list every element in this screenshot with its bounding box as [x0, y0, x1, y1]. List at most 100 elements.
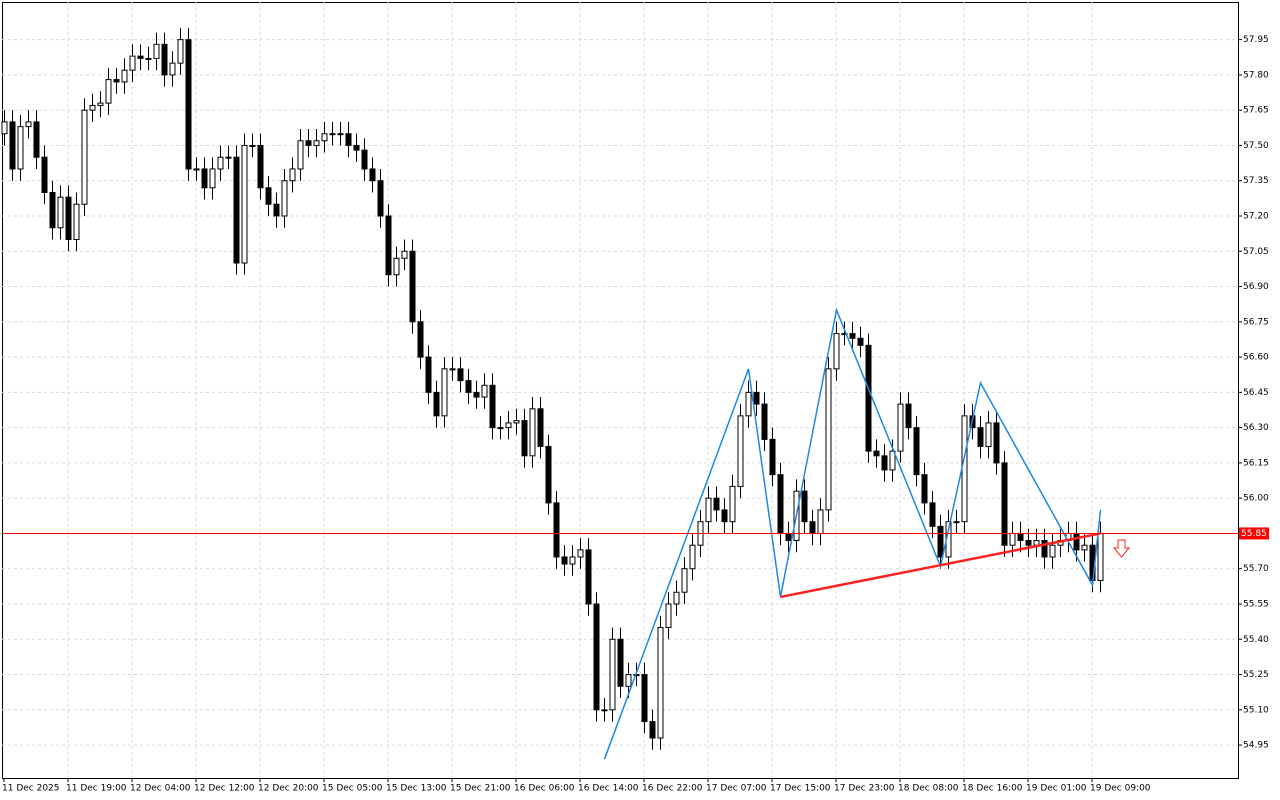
candle-body [377, 180, 384, 217]
candle-body [25, 121, 32, 128]
candle-body [137, 55, 144, 59]
candle-body [433, 391, 440, 417]
candle-body [761, 403, 768, 440]
candle-body [1001, 462, 1008, 546]
candle-body [209, 168, 216, 189]
y-tick-label: 54.95 [1243, 741, 1269, 751]
y-tick-label: 55.70 [1243, 564, 1269, 574]
y-tick-label: 57.05 [1243, 247, 1269, 257]
candle-body [129, 55, 136, 71]
candle-body [369, 168, 376, 182]
y-tick-label: 56.90 [1243, 282, 1269, 292]
candle-body [713, 497, 720, 511]
candle-body [169, 62, 176, 76]
x-tick-label: 15 Dec 13:00 [386, 784, 447, 794]
candle-body [409, 250, 416, 323]
candle-body [585, 549, 592, 605]
x-tick-label: 15 Dec 05:00 [322, 784, 383, 794]
price-label: 55.85 [1241, 529, 1267, 539]
candle-body [33, 121, 40, 158]
candle-body [465, 380, 472, 393]
candle-body [529, 408, 536, 457]
y-tick-label: 56.60 [1243, 353, 1269, 363]
candle-body [385, 215, 392, 276]
candle-body [225, 156, 232, 159]
candle-body [345, 133, 352, 146]
candle-body [1073, 532, 1080, 551]
candle-body [313, 140, 320, 146]
candle-body [673, 591, 680, 605]
candle-body [897, 403, 904, 452]
candle-body [777, 474, 784, 534]
y-tick-label: 57.20 [1243, 211, 1269, 221]
candle-body [657, 627, 664, 739]
candle-body [497, 427, 504, 430]
candle-body [489, 384, 496, 429]
candle-body [201, 168, 208, 189]
candle-body [593, 603, 600, 711]
x-tick-label: 17 Dec 23:00 [834, 784, 895, 794]
candle-body [257, 144, 264, 189]
candle-body [41, 156, 48, 193]
candle-body [705, 497, 712, 523]
candle-body [337, 133, 344, 136]
candle-body [737, 415, 744, 487]
y-tick-label: 57.65 [1243, 106, 1269, 116]
candle-body [121, 69, 128, 83]
candle-body [521, 420, 528, 457]
candle-body [857, 337, 864, 346]
x-tick-label: 17 Dec 15:00 [770, 784, 831, 794]
candle-body [161, 43, 168, 76]
axes: 54.95 55.10 55.25 55.40 55.55 55.70 55.85 56.00… [2, 35, 1269, 793]
candle-body [65, 196, 72, 241]
candle-body [473, 391, 480, 398]
candle-body [105, 79, 112, 104]
candle-body [545, 445, 552, 504]
candle-body [273, 203, 280, 217]
candle-body [17, 126, 24, 170]
candle-body [1081, 544, 1088, 551]
candle-body [305, 140, 312, 146]
candle-body [985, 422, 992, 447]
x-tick-label: 12 Dec 12:00 [194, 784, 255, 794]
candle-body [1033, 539, 1040, 546]
y-tick-label: 55.55 [1243, 599, 1269, 609]
candle-body [649, 721, 656, 739]
candle-body [769, 438, 776, 476]
x-tick-label: 12 Dec 04:00 [130, 784, 191, 794]
candle-body [601, 709, 608, 712]
candle-body [217, 156, 224, 170]
candle-body [665, 603, 672, 629]
candle-body [49, 191, 56, 229]
candle-body [881, 455, 888, 471]
candle-body [329, 133, 336, 136]
candle-body [457, 368, 464, 382]
candle-body [321, 133, 328, 142]
candle-body [913, 427, 920, 476]
y-tick-label: 57.80 [1243, 70, 1269, 80]
candle-body [241, 144, 248, 264]
candle-body [57, 196, 64, 229]
candle-body [641, 674, 648, 723]
candle-body [1097, 532, 1104, 581]
candle-body [953, 521, 960, 524]
candle-body [537, 408, 544, 447]
candle-body [817, 509, 824, 534]
candle-body [297, 140, 304, 170]
candle-body [785, 532, 792, 541]
candle-body [1017, 532, 1024, 541]
candle-body [801, 490, 808, 523]
y-tick-label: 55.40 [1243, 635, 1269, 645]
candle-body [865, 344, 872, 452]
x-tick-label: 11 Dec 2025 [2, 784, 60, 794]
y-tick-label: 55.25 [1243, 670, 1269, 680]
candle-body [513, 420, 520, 424]
x-tick-label: 18 Dec 16:00 [962, 784, 1023, 794]
candle-body [81, 109, 88, 205]
candle-body [89, 104, 96, 111]
x-tick-label: 16 Dec 22:00 [642, 784, 703, 794]
candle-body [729, 485, 736, 523]
candle-body [441, 368, 448, 417]
